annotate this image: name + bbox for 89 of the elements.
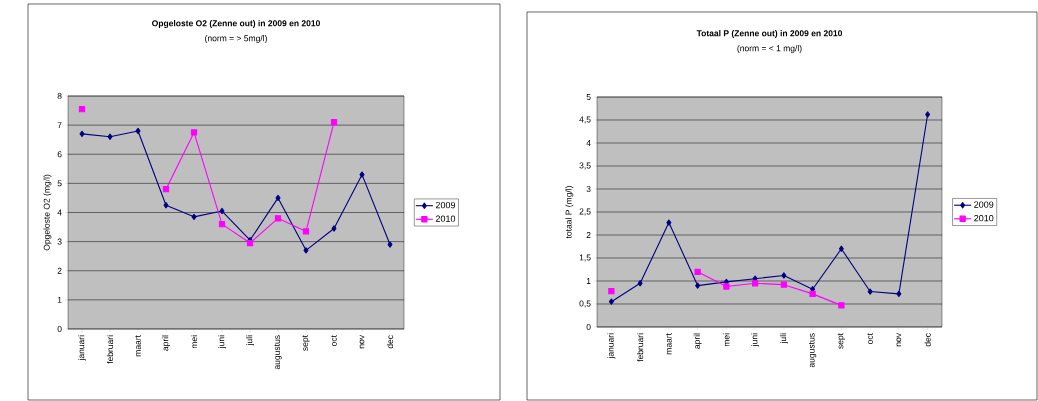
point xyxy=(608,298,614,305)
point xyxy=(387,241,393,248)
y-tick-label: 1 xyxy=(57,296,62,303)
x-tick-label: maart xyxy=(666,333,672,355)
y-tick-label: 4,5 xyxy=(579,116,591,124)
y-tick-label: 1 xyxy=(586,278,591,284)
x-tick-label: augustus xyxy=(274,335,282,370)
point xyxy=(637,280,643,287)
y-tick-label: 0 xyxy=(586,323,591,330)
x-tick-label: nov xyxy=(896,333,902,347)
x-tick-label: juli xyxy=(779,333,788,344)
x-tick-label: maart xyxy=(135,335,141,357)
y-tick-label: 1,5 xyxy=(579,254,591,262)
point xyxy=(302,228,310,235)
point xyxy=(330,119,338,126)
point xyxy=(723,283,730,290)
y-tick-label: 3,5 xyxy=(579,162,591,170)
point xyxy=(781,272,787,279)
point xyxy=(666,219,672,226)
point xyxy=(608,287,615,295)
x-tick-label: dec xyxy=(924,333,931,347)
x-tick-label: augustus xyxy=(809,333,817,368)
x-tick-label: januari xyxy=(607,333,616,359)
point xyxy=(810,286,816,293)
point xyxy=(78,105,86,113)
legend-label: 2009 xyxy=(435,201,456,209)
point xyxy=(838,245,844,252)
x-tick-label: juni xyxy=(218,335,226,349)
x-tick-label: sept xyxy=(837,333,845,349)
point xyxy=(359,171,365,178)
chart-title: Totaal P (Zenne out) in 2009 en 2010 xyxy=(696,30,843,38)
point xyxy=(107,133,113,140)
y-tick-label: 8 xyxy=(57,92,62,99)
x-tick-label: juni xyxy=(751,333,760,347)
point xyxy=(780,281,788,288)
x-tick-label: dec xyxy=(386,335,394,349)
point xyxy=(694,268,701,275)
legend-label: 2010 xyxy=(435,215,456,222)
point xyxy=(896,290,902,298)
point xyxy=(331,225,337,232)
x-tick-label: februari xyxy=(637,333,644,362)
point xyxy=(838,302,845,309)
y-tick-label: 2 xyxy=(586,232,591,238)
x-tick-label: oct xyxy=(331,335,337,346)
x-tick-label: juli xyxy=(246,335,254,346)
point xyxy=(79,130,85,138)
point xyxy=(809,290,816,298)
x-tick-label: januari xyxy=(78,335,86,361)
point xyxy=(925,111,931,118)
point xyxy=(275,194,281,202)
chart-subtitle: (norm = < 1 mg/l) xyxy=(737,45,802,53)
y-tick-label: 6 xyxy=(57,151,62,158)
y-tick-label: 0 xyxy=(57,325,62,332)
point xyxy=(163,202,169,209)
y-tick-label: 2 xyxy=(57,267,62,274)
legend-label: 2010 xyxy=(974,214,994,222)
y-tick-label: 3 xyxy=(57,238,62,245)
y-axis-title: totaal P (mg/l) xyxy=(565,186,574,239)
point xyxy=(218,220,226,228)
x-tick-label: sept xyxy=(302,335,310,351)
point xyxy=(303,247,309,254)
x-tick-label: april xyxy=(162,335,170,351)
x-tick-label: april xyxy=(693,333,702,349)
y-tick-label: 4 xyxy=(586,140,591,146)
y-tick-label: 3 xyxy=(586,185,591,192)
y-tick-label: 5 xyxy=(586,94,591,100)
x-tick-label: mei xyxy=(190,335,198,349)
point xyxy=(219,207,225,215)
chart-title: Opgeloste O2 (Zenne out) in 2009 en 2010 xyxy=(152,20,320,28)
point xyxy=(135,127,141,135)
x-tick-label: mei xyxy=(723,333,730,347)
y-tick-label: 7 xyxy=(57,122,62,129)
point xyxy=(751,280,759,287)
point xyxy=(867,288,873,295)
point xyxy=(695,282,701,289)
x-tick-label: nov xyxy=(359,335,365,349)
point xyxy=(190,129,198,136)
y-tick-label: 5 xyxy=(57,180,62,187)
y-tick-label: 2,5 xyxy=(579,208,591,216)
y-axis-title: Opgeloste O2 (mg/l) xyxy=(43,174,52,251)
x-tick-label: februari xyxy=(106,335,114,364)
chart-subtitle: (norm = > 5mg/l) xyxy=(205,35,267,43)
point xyxy=(274,215,282,222)
y-tick-label: 4 xyxy=(57,209,62,216)
x-tick-label: oct xyxy=(867,333,873,344)
point xyxy=(162,186,170,193)
y-tick-label: 0,5 xyxy=(579,300,591,308)
legend-label: 2009 xyxy=(974,201,994,208)
point xyxy=(191,213,197,221)
